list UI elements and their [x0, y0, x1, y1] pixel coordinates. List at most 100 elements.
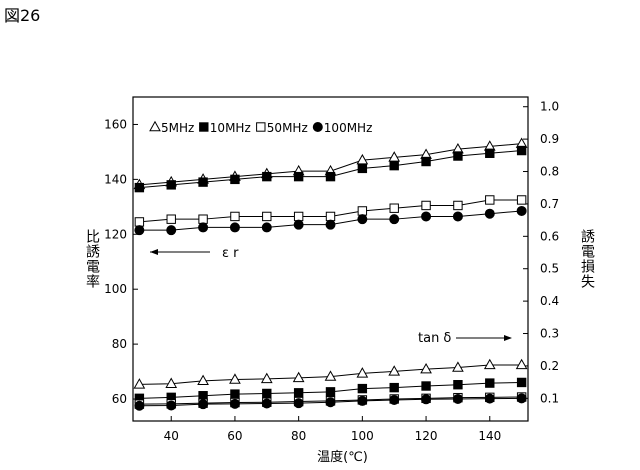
data-point [262, 223, 271, 232]
data-point [135, 218, 143, 226]
y-right-tick-label: 0.3 [540, 327, 559, 341]
data-point [326, 388, 334, 396]
y-right-axis-label: 誘電損失 [581, 230, 595, 291]
data-point [230, 223, 239, 232]
x-tick-label: 100 [351, 429, 374, 443]
y-right-tick-label: 0.1 [540, 391, 559, 405]
y-right-tick-label: 0.9 [540, 132, 559, 146]
data-point [167, 401, 176, 410]
data-point [453, 212, 462, 221]
x-tick-label: 40 [164, 429, 179, 443]
x-tick-label: 60 [227, 429, 242, 443]
data-point [263, 212, 271, 220]
data-point [263, 172, 271, 180]
data-point [231, 175, 239, 183]
data-point [358, 215, 367, 224]
data-point [485, 209, 494, 218]
data-point [135, 226, 144, 235]
data-point [390, 215, 399, 224]
data-point [422, 382, 430, 390]
data-point [517, 146, 525, 154]
y-left-tick-label: 100 [104, 282, 127, 296]
data-point [326, 172, 334, 180]
data-point [167, 226, 176, 235]
y-right-axis-label-char: 失 [581, 275, 595, 291]
legend-label: 10MHz [210, 121, 251, 135]
legend-label: 5MHz [161, 121, 194, 135]
data-point [167, 215, 175, 223]
data-point [326, 220, 335, 229]
data-point [422, 212, 431, 221]
x-tick-label: 80 [291, 429, 306, 443]
x-tick-label: 120 [415, 429, 438, 443]
data-point [231, 212, 239, 220]
data-point [486, 379, 494, 387]
data-point [454, 201, 462, 209]
tan-arrow-head [504, 335, 512, 341]
er-annotation: ε r [222, 246, 239, 261]
y-right-tick-label: 1.0 [540, 100, 559, 114]
y-left-axis-label-char: 率 [86, 274, 100, 291]
data-point [485, 360, 495, 369]
data-point [198, 376, 208, 385]
y-left-tick-label: 120 [104, 227, 127, 241]
data-point [262, 399, 271, 408]
legend-marker [150, 122, 160, 131]
legend-label: 100MHz [324, 121, 373, 135]
er-arrow-head [150, 249, 158, 255]
data-point [358, 396, 367, 405]
data-point [422, 395, 431, 404]
data-point [517, 196, 525, 204]
data-point [294, 389, 302, 397]
data-point [357, 368, 367, 377]
legend-marker [200, 123, 208, 131]
data-point [390, 204, 398, 212]
data-point [454, 152, 462, 160]
y-left-axis-label-char: 誘 [86, 245, 100, 261]
data-point [390, 383, 398, 391]
legend-marker [313, 123, 322, 132]
x-axis-label: 温度(℃) [317, 449, 368, 465]
y-left-axis-label: 比誘電率 [86, 230, 100, 291]
data-point [294, 172, 302, 180]
data-point [358, 207, 366, 215]
data-point [422, 201, 430, 209]
y-right-tick-label: 0.7 [540, 197, 559, 211]
y-left-tick-label: 160 [104, 117, 127, 131]
data-point [422, 157, 430, 165]
data-point [263, 389, 271, 397]
data-point [294, 399, 303, 408]
legend: 5MHz10MHz50MHz100MHz [150, 121, 372, 135]
y-left-axis-label-char: 比 [86, 230, 100, 246]
y-right-tick-label: 0.5 [540, 262, 559, 276]
data-point [517, 378, 525, 386]
data-point [454, 381, 462, 389]
data-point [231, 390, 239, 398]
data-point [230, 399, 239, 408]
data-point [517, 206, 526, 215]
y-left-tick-label: 140 [104, 172, 127, 186]
y-right-tick-label: 0.2 [540, 359, 559, 373]
data-point [326, 398, 335, 407]
tan-delta-annotation: tan δ [418, 331, 451, 346]
series-er-100MHz [135, 206, 526, 234]
data-point [167, 181, 175, 189]
data-point [294, 212, 302, 220]
data-point [199, 223, 208, 232]
y-left-tick-label: 60 [112, 392, 127, 406]
y-right-axis-label-char: 誘 [581, 230, 595, 246]
data-point [262, 374, 272, 383]
data-point [199, 215, 207, 223]
data-point [294, 220, 303, 229]
y-left-tick-label: 80 [112, 337, 127, 351]
y-right-tick-label: 0.4 [540, 294, 559, 308]
data-point [486, 196, 494, 204]
data-point [421, 364, 431, 373]
data-point [390, 161, 398, 169]
data-point [135, 183, 143, 191]
data-point [294, 373, 304, 382]
y-right-axis-label-char: 電 [581, 245, 595, 261]
data-point [358, 164, 366, 172]
legend-marker [257, 123, 265, 131]
